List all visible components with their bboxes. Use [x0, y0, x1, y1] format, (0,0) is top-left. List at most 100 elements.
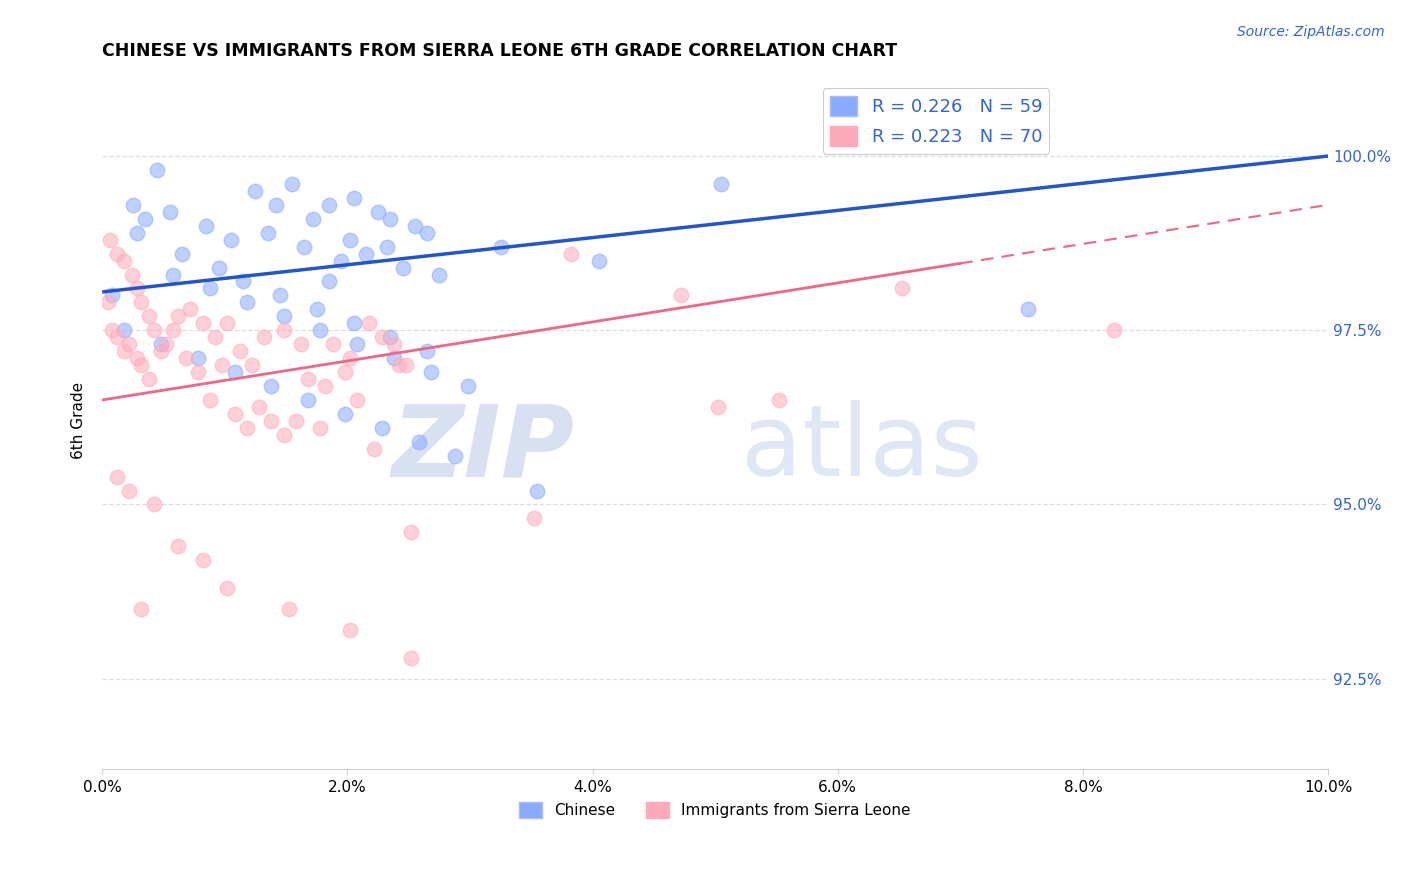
Legend: Chinese, Immigrants from Sierra Leone: Chinese, Immigrants from Sierra Leone — [513, 797, 917, 824]
Point — [444, 449, 467, 463]
Point — [375, 240, 398, 254]
Point — [208, 260, 231, 275]
Point — [382, 351, 405, 366]
Point — [359, 316, 381, 330]
Point — [318, 275, 340, 289]
Point — [309, 421, 332, 435]
Point — [395, 358, 418, 372]
Point — [125, 281, 148, 295]
Point — [669, 288, 692, 302]
Point — [354, 246, 377, 260]
Point — [380, 211, 402, 226]
Point — [217, 581, 239, 595]
Point — [112, 344, 135, 359]
Point — [560, 246, 582, 260]
Point — [224, 365, 246, 379]
Point — [273, 310, 295, 324]
Point — [1017, 302, 1039, 317]
Point — [256, 226, 278, 240]
Point — [131, 295, 153, 310]
Point — [380, 330, 402, 344]
Point — [162, 323, 184, 337]
Point — [146, 163, 169, 178]
Point — [121, 198, 143, 212]
Point — [302, 211, 325, 226]
Point — [269, 288, 291, 302]
Point — [391, 260, 413, 275]
Point — [370, 421, 392, 435]
Text: ZIP: ZIP — [391, 401, 574, 497]
Point — [294, 240, 316, 254]
Point — [382, 337, 405, 351]
Point — [112, 253, 135, 268]
Point — [489, 240, 512, 254]
Point — [260, 414, 283, 428]
Point — [232, 275, 254, 289]
Point — [187, 351, 209, 366]
Point — [121, 268, 143, 282]
Point — [125, 226, 148, 240]
Point — [890, 281, 912, 295]
Point — [142, 323, 165, 337]
Point — [236, 421, 259, 435]
Point — [162, 268, 184, 282]
Point — [363, 442, 385, 456]
Point — [318, 198, 340, 212]
Point — [388, 358, 411, 372]
Point — [198, 392, 221, 407]
Point — [118, 483, 141, 498]
Point — [195, 219, 218, 233]
Point — [224, 407, 246, 421]
Point — [305, 302, 328, 317]
Point — [211, 358, 233, 372]
Point — [342, 191, 364, 205]
Point — [416, 344, 439, 359]
Point — [191, 316, 214, 330]
Point — [1102, 323, 1125, 337]
Point — [131, 358, 153, 372]
Point — [526, 483, 548, 498]
Point — [330, 253, 353, 268]
Point — [523, 511, 546, 525]
Point — [370, 330, 392, 344]
Point — [112, 323, 135, 337]
Point — [101, 323, 124, 337]
Point — [179, 302, 201, 317]
Point — [710, 177, 733, 191]
Point — [706, 400, 728, 414]
Point — [297, 372, 319, 386]
Point — [228, 344, 250, 359]
Point — [101, 288, 124, 302]
Point — [97, 295, 120, 310]
Point — [174, 351, 197, 366]
Point — [253, 330, 276, 344]
Point — [333, 407, 356, 421]
Point — [187, 365, 209, 379]
Point — [167, 539, 190, 553]
Point — [404, 219, 426, 233]
Point — [155, 337, 177, 351]
Point — [273, 323, 295, 337]
Point — [142, 498, 165, 512]
Point — [416, 226, 439, 240]
Point — [339, 233, 361, 247]
Point — [170, 246, 193, 260]
Point — [273, 427, 295, 442]
Point — [346, 392, 368, 407]
Point — [266, 198, 288, 212]
Point — [191, 553, 214, 567]
Point — [98, 233, 121, 247]
Point — [367, 204, 389, 219]
Point — [167, 310, 190, 324]
Point — [281, 177, 304, 191]
Point — [399, 525, 422, 540]
Point — [118, 337, 141, 351]
Point — [247, 400, 270, 414]
Text: CHINESE VS IMMIGRANTS FROM SIERRA LEONE 6TH GRADE CORRELATION CHART: CHINESE VS IMMIGRANTS FROM SIERRA LEONE … — [103, 42, 897, 60]
Text: Source: ZipAtlas.com: Source: ZipAtlas.com — [1237, 25, 1385, 39]
Point — [150, 344, 173, 359]
Point — [314, 379, 336, 393]
Point — [322, 337, 344, 351]
Point — [134, 211, 156, 226]
Point — [105, 469, 128, 483]
